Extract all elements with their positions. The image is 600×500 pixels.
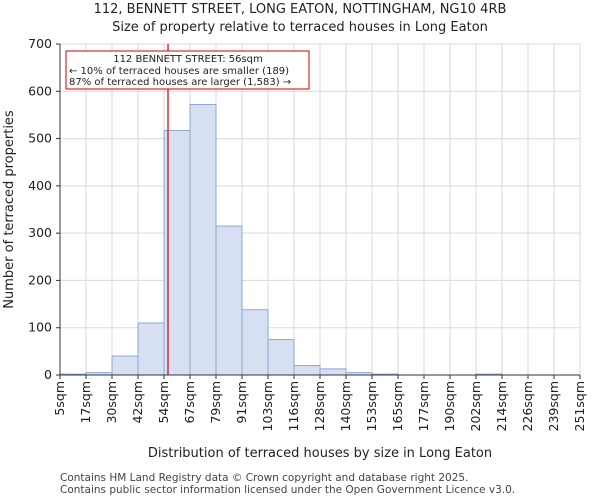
chart-subtitle: Size of property relative to terraced ho… [112, 20, 488, 35]
annotation-line-1: 112 BENNETT STREET: 56sqm [113, 54, 263, 65]
bar-6 [215, 225, 243, 376]
x-tick-label-0: 5sqm [52, 381, 67, 416]
annotation-line-3: 87% of terraced houses are larger (1,583… [69, 77, 291, 88]
x-tick-label-6: 79sqm [208, 381, 223, 424]
bar-2 [111, 355, 139, 376]
x-tick-label-11: 140sqm [338, 381, 353, 431]
x-tick-label-12: 153sqm [364, 381, 379, 431]
bar-7 [241, 309, 269, 376]
histogram-chart: 0 100 200 300 400 500 600 700 5sqm 17sqm 30sqm 42sq… [2, 36, 587, 461]
x-tick-label-7: 91sqm [234, 381, 249, 424]
x-tick-label-15: 190sqm [442, 381, 457, 431]
y-tick-label-0: 0 [44, 367, 52, 382]
y-tick-label-4: 400 [28, 178, 52, 193]
annotation-line-2: ← 10% of terraced houses are smaller (18… [69, 66, 289, 77]
bar-9 [293, 365, 321, 376]
x-tick-label-10: 128sqm [312, 381, 327, 431]
x-tick-label-17: 214sqm [494, 381, 509, 431]
chart-title: 112, BENNETT STREET, LONG EATON, NOTTING… [93, 2, 507, 17]
y-axis-label: Number of terraced properties [2, 110, 17, 309]
y-tick-label-7: 700 [28, 36, 52, 51]
x-tick-label-9: 116sqm [286, 381, 301, 431]
x-tick-label-20: 251sqm [572, 381, 587, 431]
x-axis-label: Distribution of terraced houses by size … [148, 446, 492, 461]
x-tick-label-5: 67sqm [182, 381, 197, 424]
bar-10 [319, 368, 347, 376]
y-tick-label-3: 300 [28, 225, 52, 240]
x-tick-label-8: 103sqm [260, 381, 275, 431]
bar-5 [189, 104, 217, 376]
x-tick-label-19: 239sqm [546, 381, 561, 431]
bar-3 [137, 322, 165, 376]
x-tick-label-18: 226sqm [520, 381, 535, 431]
x-tick-label-4: 54sqm [156, 381, 171, 424]
x-tick-label-1: 17sqm [78, 381, 93, 424]
x-tick-label-2: 30sqm [104, 381, 119, 424]
x-tick-label-13: 165sqm [390, 381, 405, 431]
x-tick-label-16: 202sqm [468, 381, 483, 431]
y-tick-label-5: 500 [28, 131, 52, 146]
y-tick-label-6: 600 [28, 83, 52, 98]
bar-8 [267, 339, 295, 376]
x-tick-label-3: 42sqm [130, 381, 145, 424]
footer-licence: Contains public sector information licen… [60, 484, 516, 496]
footer-copyright: Contains HM Land Registry data © Crown c… [60, 472, 469, 484]
y-tick-label-1: 100 [28, 320, 52, 335]
annotation-box [65, 50, 310, 90]
x-tick-label-14: 177sqm [416, 381, 431, 431]
y-tick-label-2: 200 [28, 272, 52, 287]
